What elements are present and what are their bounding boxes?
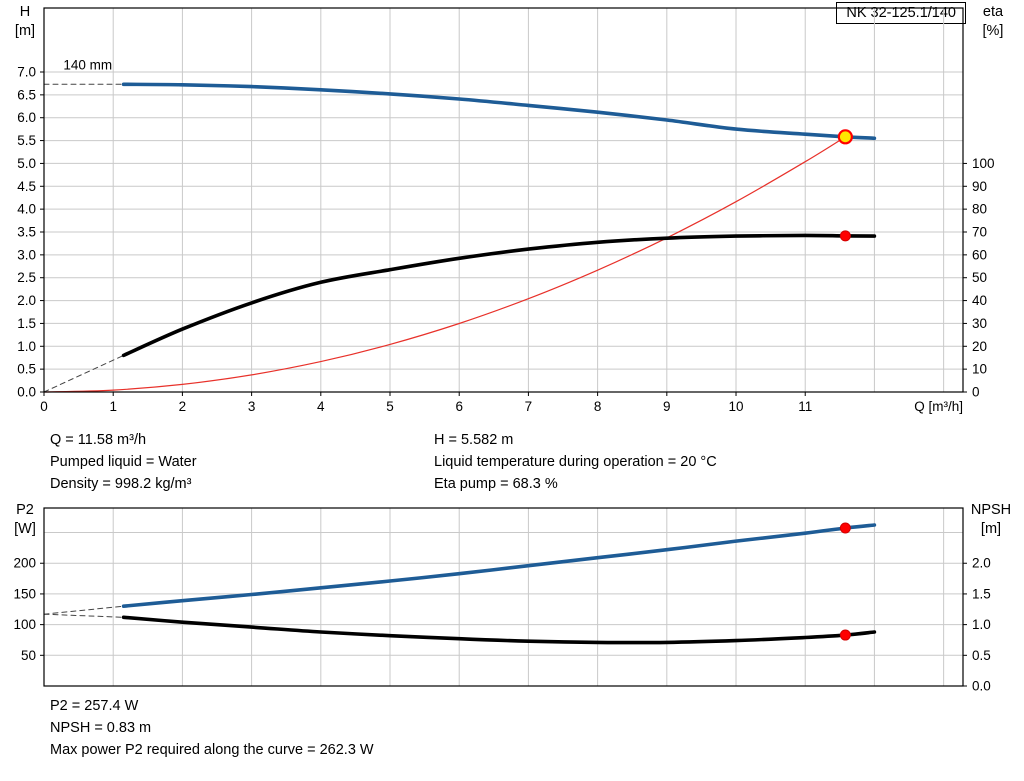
y-right-tick-label: 50 [972, 270, 987, 285]
x-tick-label: 11 [798, 399, 812, 414]
y-right-tick-label: 1.5 [972, 586, 991, 601]
h-axis-title-line1: H [19, 4, 31, 20]
y-left-tick-label: 7.0 [17, 65, 36, 80]
y-left-tick-label: 1.5 [17, 316, 36, 331]
y-left-tick-label: 150 [13, 586, 36, 601]
x-tick-label: 9 [663, 399, 671, 414]
p2-axis-title: P2 [W] [6, 501, 44, 539]
duty-point-npsh [839, 629, 851, 641]
npsh-axis-title-line2: [m] [980, 521, 1002, 537]
eta-curve [121, 233, 877, 358]
operating-point-info-right: H = 5.582 m Liquid temperature during op… [434, 429, 717, 495]
eta-axis-title-line2: [%] [982, 23, 1004, 39]
info-p2: P2 = 257.4 W [50, 698, 139, 714]
x-tick-label: 3 [248, 399, 256, 414]
duty-point-qh[interactable] [837, 129, 853, 145]
npsh-axis-title: NPSH [m] [964, 501, 1018, 539]
x-tick-label: 0 [40, 399, 48, 414]
plot-frame [43, 7, 964, 393]
x-tick-label: 2 [179, 399, 187, 414]
info-flow: Q = 11.58 m³/h [50, 432, 147, 448]
y-right-tick-label: 0.0 [972, 679, 991, 693]
y-left-tick-label: 2.0 [17, 293, 36, 308]
y-left-tick-label: 2.5 [17, 270, 36, 285]
x-tick-label: 4 [317, 399, 325, 414]
y-right-tick-label: 40 [972, 293, 987, 308]
y-left-tick-label: 4.0 [17, 202, 36, 217]
npsh-curve-extension [43, 613, 125, 618]
y-left-tick-label: 6.5 [17, 87, 36, 102]
y-right-tick-label: 70 [972, 225, 987, 240]
p2-curve [121, 523, 877, 608]
info-pumped-liquid: Pumped liquid = Water [50, 454, 197, 470]
eta-axis-title-line1: eta [982, 4, 1004, 20]
npsh-curve [121, 615, 877, 645]
y-right-tick-label: 20 [972, 339, 987, 354]
info-density: Density = 998.2 kg/m³ [50, 476, 192, 492]
p2-axis-title-line1: P2 [16, 502, 34, 518]
x-tick-label: 6 [455, 399, 463, 414]
p2-npsh-chart: 50 100 150 200 0.0 0.5 1.0 1.5 2.0 [13, 507, 991, 693]
x-axis-unit-label: Q [m³/h] [914, 399, 963, 414]
info-eta-pump: Eta pump = 68.3 % [434, 476, 558, 492]
qh-eta-chart: 0.0 0.5 1.0 1.5 2.0 2.5 3.0 3.5 4.0 4.5 5.0 5.5 6.0 6… [17, 7, 995, 414]
npsh-axis-title-line1: NPSH [970, 502, 1012, 518]
y-left-tick-label: 3.5 [17, 225, 36, 240]
y-right-tick-label: 2.0 [972, 556, 991, 571]
y-left-tick-label: 200 [13, 556, 36, 571]
y-left-tick-label: 0.0 [17, 385, 36, 400]
y-left-tick-label: 4.5 [17, 179, 36, 194]
y-right-tick-label: 80 [972, 202, 987, 217]
y-right-tick-label: 60 [972, 247, 987, 262]
y-left-tick-label: 1.0 [17, 339, 36, 354]
y-right-tick-label: 10 [972, 362, 987, 377]
y-left-tick-label: 5.0 [17, 156, 36, 171]
p2-curve-extension [43, 605, 125, 615]
y-left-tick-label: 100 [13, 617, 36, 632]
h-axis-title: H [m] [6, 3, 44, 41]
y-left-tick-label: 3.0 [17, 247, 36, 262]
info-head: H = 5.582 m [434, 432, 514, 448]
x-tick-label: 10 [729, 399, 744, 414]
y-left-tick-label: 0.5 [17, 362, 36, 377]
x-tick-label: 1 [109, 399, 117, 414]
info-liquid-temperature: Liquid temperature during operation = 20… [434, 454, 717, 470]
x-tick-label: 8 [594, 399, 602, 414]
duty-point-p2 [839, 522, 851, 534]
y-left-tick-label: 5.5 [17, 133, 36, 148]
duty-point-eta [839, 230, 851, 242]
p2-axis-title-line2: [W] [14, 521, 36, 537]
y-left-tick-label: 6.0 [17, 110, 36, 125]
results-info: P2 = 257.4 W NPSH = 0.83 m Max power P2 … [50, 695, 374, 761]
y-right-tick-label: 1.0 [972, 617, 991, 632]
y-left-tick-label: 50 [21, 648, 36, 663]
eta-curve-extension [43, 354, 125, 393]
info-npsh: NPSH = 0.83 m [50, 720, 152, 736]
plot-frame [43, 507, 964, 687]
y-right-tick-label: 90 [972, 179, 987, 194]
impeller-size-label: 140 mm [63, 58, 112, 73]
y-right-tick-label: 0 [972, 385, 980, 400]
y-right-tick-label: 100 [972, 156, 995, 171]
x-tick-label: 7 [525, 399, 533, 414]
operating-point-info-left: Q = 11.58 m³/h Pumped liquid = Water Den… [50, 429, 197, 495]
eta-axis-title: eta [%] [970, 3, 1016, 41]
h-axis-title-line2: [m] [14, 23, 36, 39]
x-tick-label: 5 [386, 399, 394, 414]
info-max-power: Max power P2 required along the curve = … [50, 742, 374, 758]
y-right-tick-label: 0.5 [972, 648, 991, 663]
system-curve [43, 136, 846, 393]
qh-curve [121, 82, 877, 141]
y-right-tick-label: 30 [972, 316, 987, 331]
